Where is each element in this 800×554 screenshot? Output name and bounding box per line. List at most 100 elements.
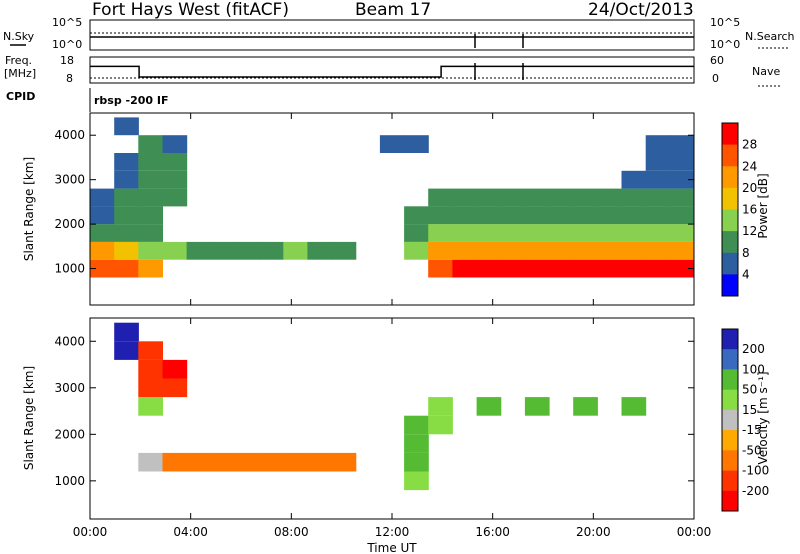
colorbar-swatch — [722, 430, 738, 451]
power-cell — [476, 188, 502, 207]
colorbar-label: 24 — [742, 159, 757, 173]
y-tick-label: 3000 — [54, 173, 85, 187]
power-cell — [162, 135, 188, 153]
power-cell — [114, 117, 139, 136]
velocity-heatmap — [114, 322, 647, 491]
power-cell — [90, 241, 115, 260]
freq-left-tick-hi: 18 — [60, 54, 74, 67]
colorbar-label: 28 — [742, 138, 757, 152]
colorbar-swatch — [722, 450, 738, 471]
power-cell — [90, 259, 115, 278]
power-cell — [573, 259, 598, 278]
power-cell — [645, 206, 671, 225]
y-tick-label: 2000 — [54, 427, 85, 441]
velocity-cell — [331, 452, 357, 472]
power-panel: 1000 2000 3000 4000 Slant Range [km] — [22, 112, 695, 306]
power-cell — [162, 241, 188, 260]
noise-frame — [89, 19, 695, 51]
power-cell — [621, 206, 647, 225]
power-cell — [476, 259, 502, 278]
power-cell — [549, 241, 574, 260]
freq-frame — [89, 56, 695, 84]
velocity-cell — [428, 415, 453, 435]
power-cell — [235, 241, 260, 260]
power-cell — [645, 135, 671, 153]
velocity-cell — [404, 471, 429, 491]
x-tick-label: 00:00 — [677, 525, 712, 539]
freq-left-tick-lo: 8 — [66, 72, 73, 85]
x-tick-label: 20:00 — [576, 525, 611, 539]
power-cell — [476, 241, 502, 260]
power-cell — [621, 170, 647, 189]
power-cell — [573, 224, 598, 242]
velocity-cell — [138, 341, 163, 360]
velocity-cell — [307, 452, 333, 472]
power-cell — [452, 241, 478, 260]
power-cell — [138, 206, 163, 225]
colorbar-label: 8 — [742, 246, 750, 260]
colorbar-label: 50 — [742, 383, 757, 397]
power-cell — [452, 188, 478, 207]
colorbar-label: 4 — [742, 267, 750, 281]
velocity-plot-area — [90, 318, 694, 519]
power-cell — [669, 153, 695, 171]
power-cell — [162, 170, 188, 189]
colorbar-swatch — [722, 349, 738, 370]
colorbar-label: 100 — [742, 362, 765, 376]
power-cell — [114, 170, 139, 189]
velocity-cell — [524, 397, 550, 416]
power-cell — [669, 241, 695, 260]
y-tick-label: 1000 — [54, 262, 85, 276]
colorbar-swatch — [722, 274, 738, 297]
power-cell — [114, 206, 139, 225]
power-cell — [573, 206, 598, 225]
y-tick-label: 4000 — [54, 334, 85, 348]
power-cell — [138, 135, 163, 153]
nave-label: Nave — [752, 65, 780, 78]
power-cell — [114, 224, 139, 242]
power-cell — [452, 259, 478, 278]
velocity-cell — [210, 452, 236, 472]
x-tick-label: 04:00 — [173, 525, 208, 539]
noise-right-tick-hi: 10^5 — [710, 16, 740, 29]
power-ylabel: Slant Range [km] — [22, 157, 36, 261]
velocity-cell — [259, 452, 284, 472]
cpid-panel: CPID rbsp -200 IF — [6, 88, 169, 112]
colorbar-swatch — [722, 187, 738, 210]
colorbar-label: -15 — [742, 423, 762, 437]
cpid-label: CPID — [6, 90, 35, 103]
power-cell — [597, 259, 623, 278]
power-cell — [452, 224, 478, 242]
power-cell — [138, 170, 163, 189]
power-cell — [210, 241, 236, 260]
velocity-ylabel: Slant Range [km] — [22, 366, 36, 470]
velocity-colorbar-title: Velocity [m s⁻¹] — [756, 371, 770, 464]
colorbar-label: 15 — [742, 403, 757, 417]
colorbar-frame — [721, 122, 739, 297]
power-cell — [645, 241, 671, 260]
cpid-text: rbsp -200 IF — [94, 94, 169, 107]
power-cell — [549, 259, 574, 278]
freq-panel: Freq. [MHz] 18 8 60 0 Nave — [4, 54, 780, 87]
power-cell — [645, 188, 671, 207]
power-cell — [621, 224, 647, 242]
power-y-axis: 1000 2000 3000 4000 — [54, 128, 694, 276]
velocity-cell — [404, 434, 429, 453]
power-cell — [162, 188, 188, 207]
power-cell — [114, 241, 139, 260]
power-cell — [379, 135, 405, 153]
power-cell — [428, 206, 453, 225]
colorbar-swatch — [722, 144, 738, 167]
power-cell — [524, 188, 550, 207]
power-cell — [621, 188, 647, 207]
freq-right-tick-hi: 60 — [710, 54, 724, 67]
station-title: Fort Hays West (fitACF) — [92, 0, 289, 20]
colorbar-swatch — [722, 123, 738, 146]
power-cell — [404, 241, 429, 260]
xlabel: Time UT — [366, 541, 417, 554]
power-cell — [597, 241, 623, 260]
power-cell — [90, 224, 115, 242]
colorbar-swatch — [722, 329, 738, 350]
velocity-cell — [621, 397, 647, 416]
freq-label-line2: [MHz] — [4, 67, 36, 80]
